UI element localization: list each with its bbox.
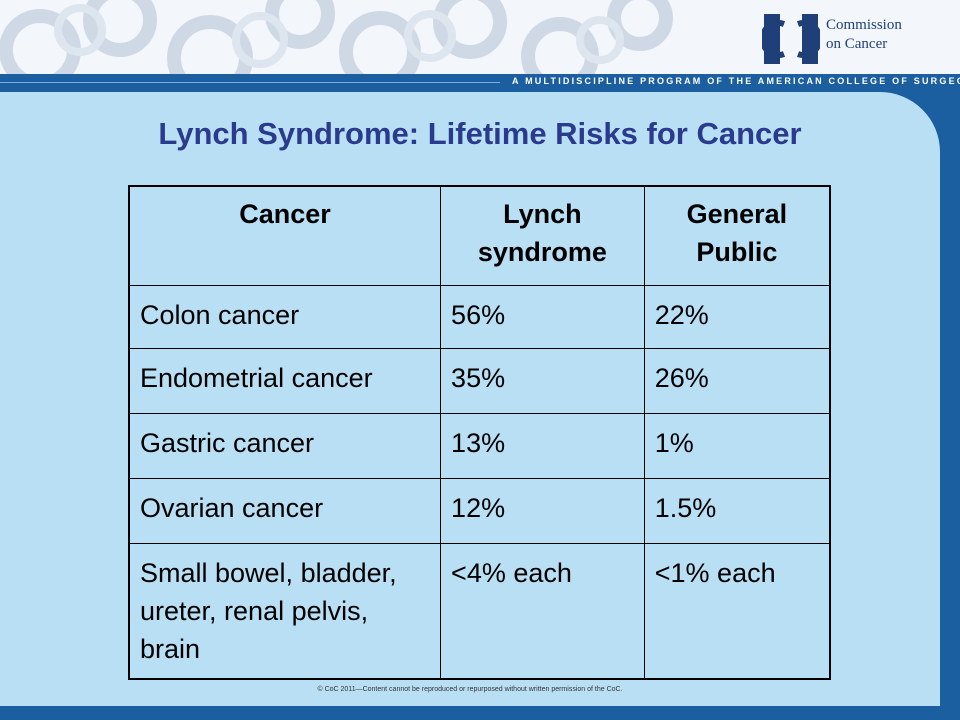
header-lynch-syndrome: Lynch syndrome — [440, 185, 645, 286]
cell-cancer: Small bowel, bladder, ureter, renal pelv… — [128, 543, 442, 680]
cell-public: 1.5% — [643, 478, 831, 544]
header-general-public: General Public — [643, 185, 831, 286]
cell-lynch: 35% — [440, 348, 645, 414]
table-row: Endometrial cancer 35% 26% — [128, 348, 831, 414]
cell-cancer: Ovarian cancer — [128, 478, 442, 544]
risk-table: Cancer Lynch syndrome General Public Col… — [128, 185, 831, 680]
cell-public: <1% each — [643, 543, 831, 680]
cell-public: 22% — [643, 285, 831, 349]
cell-cancer: Colon cancer — [128, 285, 442, 349]
logo-text: Commission on Cancer — [826, 16, 902, 54]
table-row: Gastric cancer 13% 1% — [128, 413, 831, 479]
cell-lynch: 13% — [440, 413, 645, 479]
table-row: Small bowel, bladder, ureter, renal pelv… — [128, 543, 831, 680]
header-banner: Commission on Cancer — [0, 0, 960, 74]
cell-public: 26% — [643, 348, 831, 414]
cell-lynch: 12% — [440, 478, 645, 544]
table-header-row: Cancer Lynch syndrome General Public — [128, 185, 831, 286]
commission-on-cancer-logo: Commission on Cancer — [762, 10, 952, 68]
table-row: Colon cancer 56% 22% — [128, 285, 831, 349]
tagline-bar: A MULTIDISCIPLINE PROGRAM OF THE AMERICA… — [0, 74, 960, 92]
logo-line-1: Commission — [826, 17, 902, 33]
cell-cancer: Endometrial cancer — [128, 348, 442, 414]
tagline: A MULTIDISCIPLINE PROGRAM OF THE AMERICA… — [512, 76, 960, 86]
cell-public: 1% — [643, 413, 831, 479]
decorative-swirl-pattern — [0, 0, 673, 74]
content-panel: Lynch Syndrome: Lifetime Risks for Cance… — [0, 92, 940, 706]
copyright-footer: © CoC 2011—Content cannot be reproduced … — [317, 686, 623, 693]
cell-lynch: 56% — [440, 285, 645, 349]
bottom-frame-strip — [0, 706, 960, 720]
cell-lynch: <4% each — [440, 543, 645, 680]
logo-line-2: on Cancer — [826, 36, 888, 52]
cell-cancer: Gastric cancer — [128, 413, 442, 479]
table-row: Ovarian cancer 12% 1.5% — [128, 478, 831, 544]
tagline-divider — [0, 82, 500, 83]
header-cancer: Cancer — [128, 185, 442, 286]
slide-title: Lynch Syndrome: Lifetime Risks for Cance… — [158, 116, 802, 151]
coc-logo-mark-icon — [762, 14, 820, 64]
